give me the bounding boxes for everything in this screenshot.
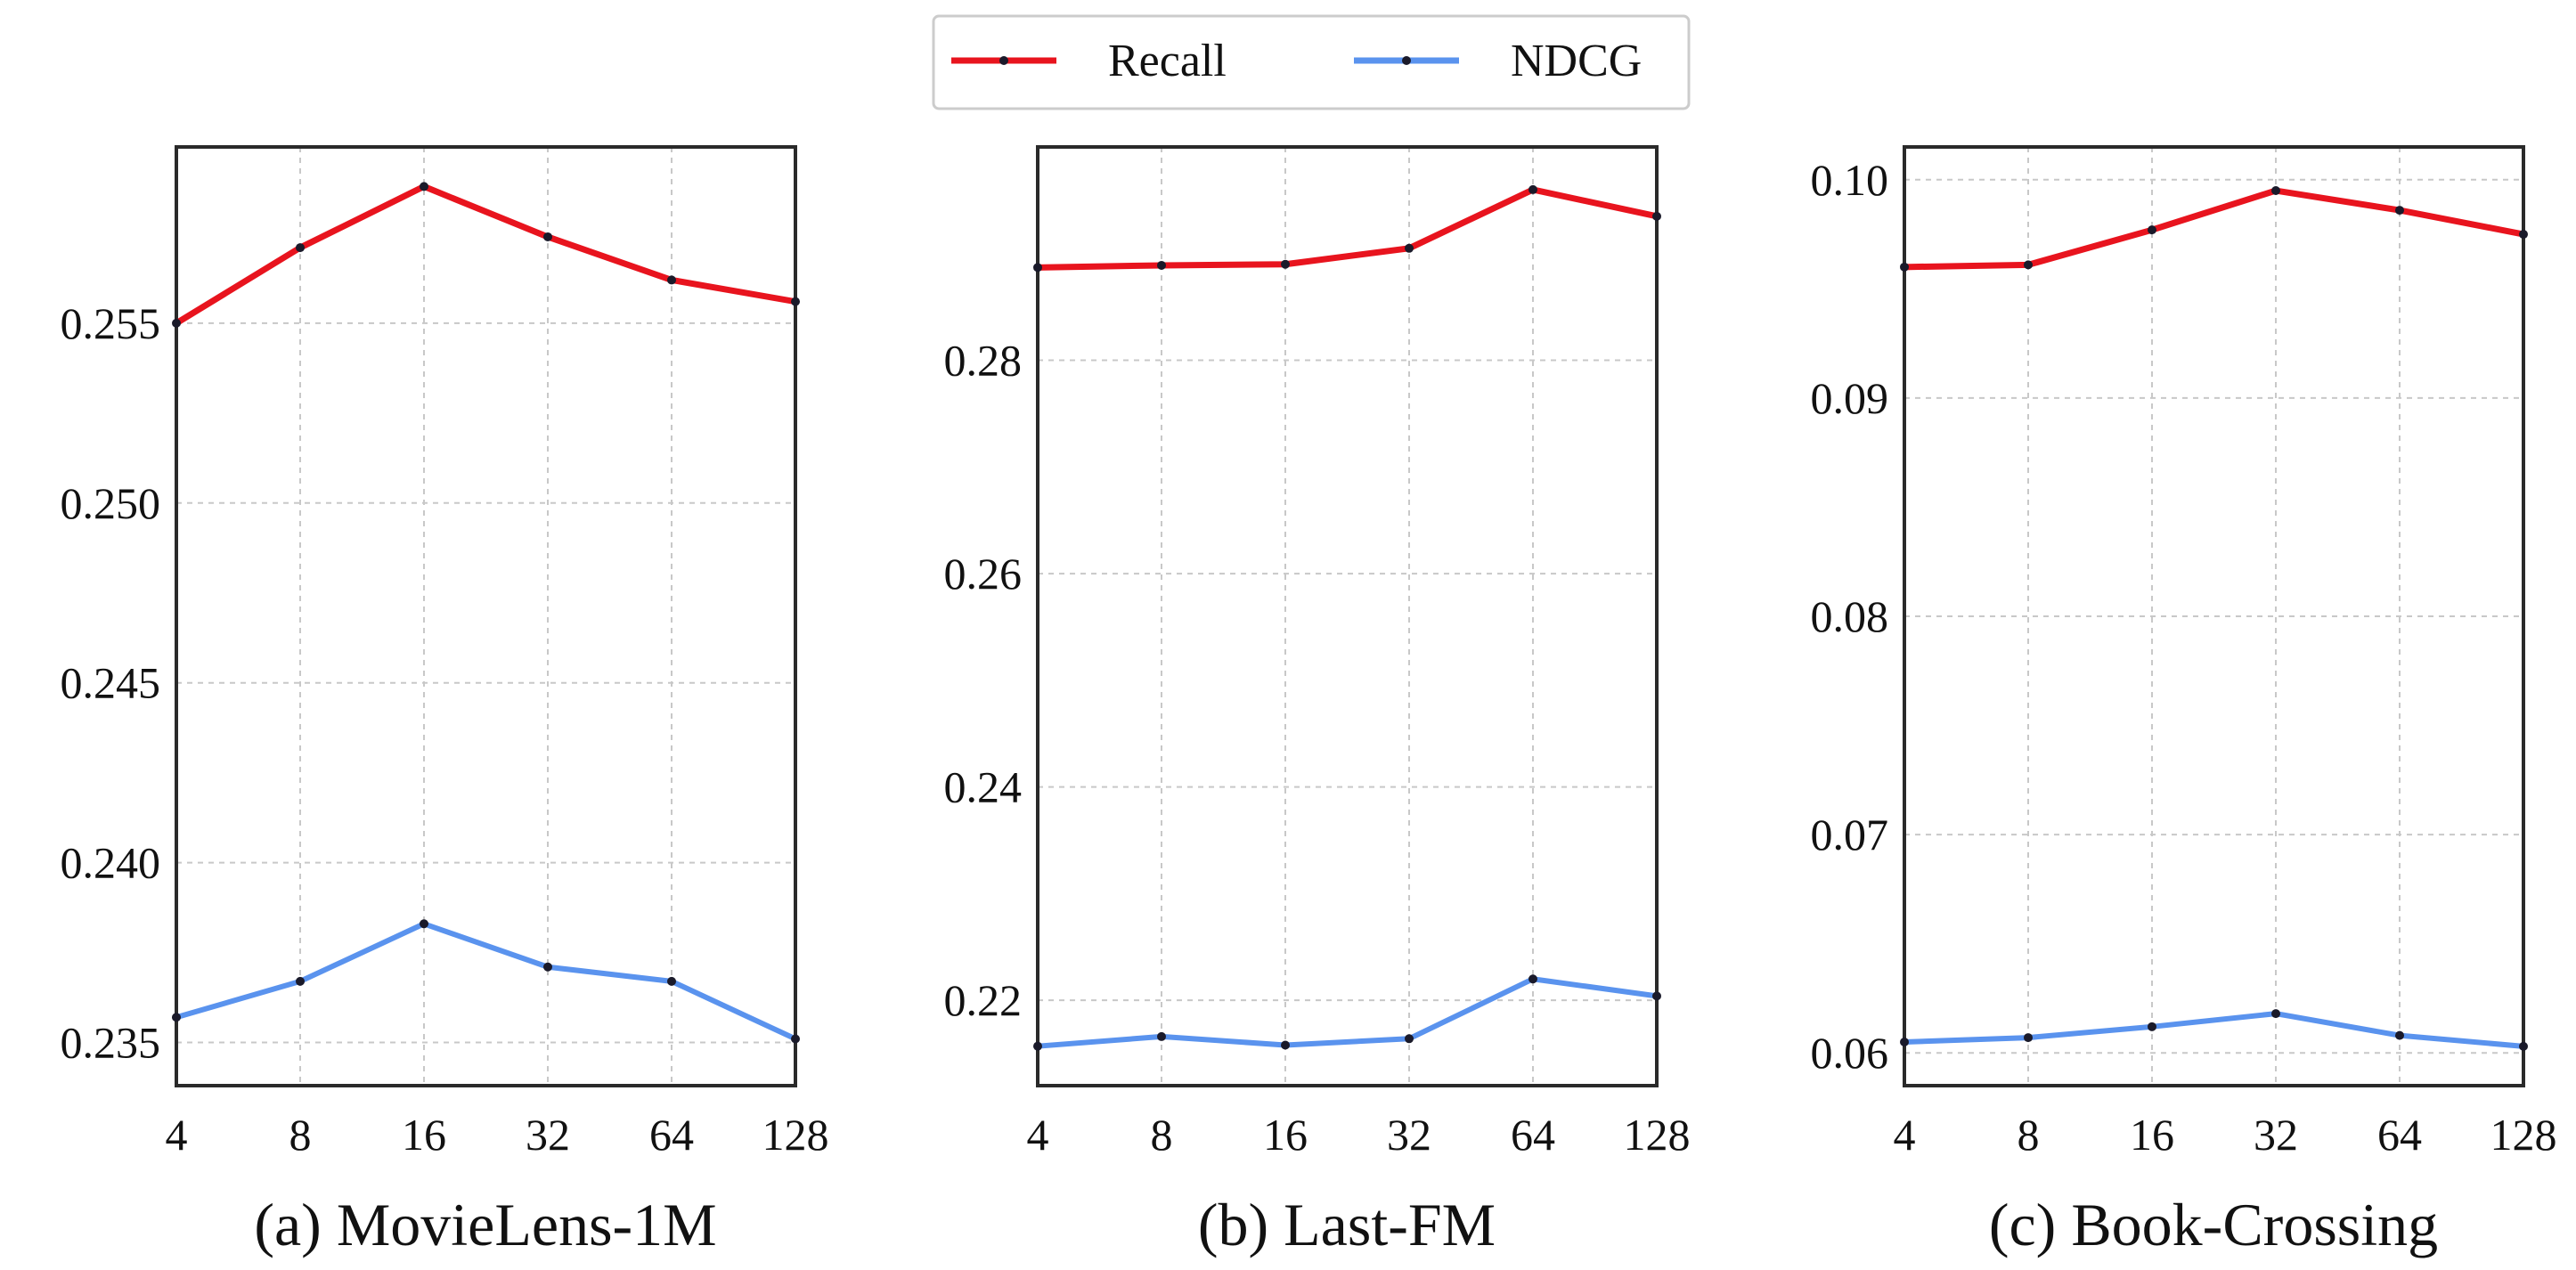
data-point-recall [543,232,552,241]
x-tick-label: 16 [2130,1110,2174,1160]
data-point-recall [172,318,181,328]
data-point-recall [1528,184,1537,194]
x-tick-label: 4 [1027,1110,1049,1160]
data-point-ndcg [2519,1041,2528,1051]
data-point-recall [1157,260,1166,270]
data-point-recall [2395,206,2404,216]
data-point-ndcg [2395,1030,2404,1040]
data-point-recall [791,297,800,306]
data-point-ndcg [667,976,676,986]
y-tick-label: 0.09 [1811,373,1889,423]
legend-label-ndcg: NDCG [1511,36,1642,86]
panel-caption: (c) Book-Crossing [1989,1191,2438,1258]
data-point-ndcg [2148,1022,2156,1031]
x-tick-label: 16 [1263,1110,1308,1160]
data-point-ndcg [1405,1034,1414,1044]
x-tick-label: 32 [526,1110,570,1160]
x-tick-label: 64 [2377,1110,2422,1160]
data-point-ndcg [543,962,552,972]
y-tick-label: 0.24 [944,762,1023,812]
x-tick-label: 8 [1151,1110,1173,1160]
x-tick-label: 4 [166,1110,188,1160]
legend-marker-recall [999,56,1008,65]
data-point-recall [1405,243,1414,253]
data-point-ndcg [296,976,305,986]
data-point-ndcg [420,919,428,929]
data-point-ndcg [791,1034,800,1044]
series-line-ndcg [174,921,798,1042]
data-point-recall [2024,260,2033,270]
x-tick-label: 64 [1511,1110,1555,1160]
y-tick-label: 0.255 [61,298,161,348]
y-tick-label: 0.26 [944,549,1023,598]
x-tick-label: 8 [289,1110,312,1160]
plot-frame [1036,145,1659,1087]
data-point-ndcg [1900,1037,1909,1046]
y-tick-label: 0.235 [61,1018,161,1068]
data-point-recall [667,275,676,285]
x-tick-label: 64 [649,1110,694,1160]
data-point-ndcg [1652,991,1661,1001]
data-point-recall [2148,225,2156,235]
x-tick-label: 128 [2490,1110,2557,1160]
data-point-ndcg [2024,1033,2033,1043]
x-tick-label: 4 [1894,1110,1916,1160]
series-line-recall [1901,187,2527,271]
y-tick-label: 0.250 [61,478,161,528]
plot-frame [175,145,797,1087]
data-point-recall [1652,211,1661,221]
x-tick-label: 16 [402,1110,446,1160]
data-point-recall [296,243,305,253]
data-point-ndcg [1281,1040,1290,1050]
data-point-recall [1900,262,1909,272]
plot-frame [1903,145,2525,1087]
legend-box [932,14,1691,110]
y-tick-label: 0.22 [944,975,1023,1025]
y-tick-label: 0.07 [1811,810,1889,859]
y-tick-label: 0.10 [1811,155,1889,205]
data-point-recall [1281,259,1290,269]
data-point-ndcg [172,1013,181,1022]
panel-caption: (b) Last-FM [1198,1191,1496,1258]
legend: Recall NDCG [932,14,1691,110]
data-point-ndcg [1033,1041,1042,1051]
panel-caption: (a) MovieLens-1M [254,1191,716,1258]
data-point-recall [1033,263,1042,273]
y-tick-label: 0.08 [1811,591,1889,641]
legend-marker-ndcg [1402,56,1411,65]
series-line-recall [173,183,799,327]
series-line-ndcg [1035,976,1659,1049]
x-tick-label: 128 [762,1110,829,1160]
series-line-recall [1034,186,1660,271]
x-tick-label: 128 [1624,1110,1691,1160]
y-tick-label: 0.245 [61,658,161,708]
data-point-ndcg [2271,1009,2280,1019]
data-point-recall [2271,186,2280,196]
legend-label-recall: Recall [1108,36,1227,86]
series-line-ndcg [1902,1011,2526,1049]
panel-lastfm: 0.22 0.24 0.26 0.28 4 8 16 32 64 128 (b) Last-FM [944,145,1691,1258]
x-tick-label: 8 [2018,1110,2040,1160]
data-point-recall [420,182,428,191]
panel-bookcrossing: 0.06 0.07 0.08 0.09 0.10 4 8 16 32 64 128 (c) Book-… [1811,145,2557,1258]
x-tick-label: 32 [1387,1110,1431,1160]
panel-movielens: 0.235 0.240 0.245 0.250 0.255 4 8 16 32 64 128 (a) … [61,145,829,1258]
data-point-ndcg [1157,1031,1166,1041]
data-point-ndcg [1528,974,1537,984]
y-tick-label: 0.240 [61,838,161,888]
data-point-recall [2519,230,2528,240]
y-tick-label: 0.06 [1811,1028,1889,1078]
y-tick-label: 0.28 [944,336,1023,386]
x-tick-label: 32 [2254,1110,2298,1160]
